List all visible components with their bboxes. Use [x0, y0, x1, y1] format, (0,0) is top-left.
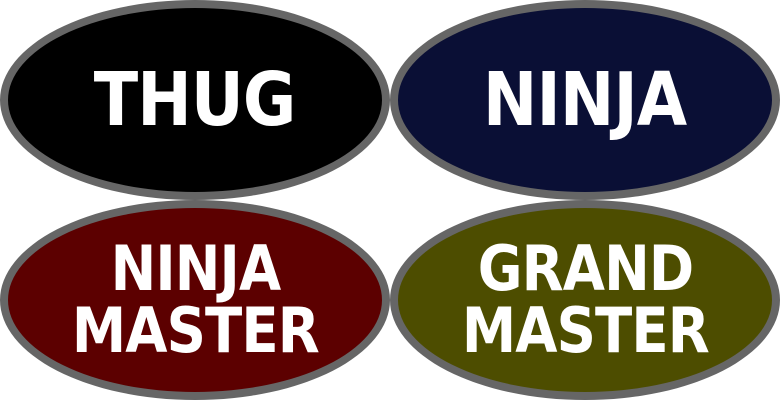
- badge-label-ninja-master-line1: NINJA: [110, 232, 281, 305]
- badge-ninja-master: NINJA MASTER: [0, 200, 390, 400]
- badge-label-ninja: NINJA: [483, 57, 687, 143]
- badge-grand-master: GRAND MASTER: [390, 200, 780, 400]
- badge-label-grand-master-line1: GRAND: [477, 232, 693, 305]
- badge-label-grand-master-line2: MASTER: [461, 294, 709, 367]
- badge-label-thug: THUG: [94, 57, 297, 143]
- badge-ninja: NINJA: [390, 0, 780, 200]
- badge-thug: THUG: [0, 0, 390, 200]
- badge-label-ninja-master-line2: MASTER: [71, 294, 319, 367]
